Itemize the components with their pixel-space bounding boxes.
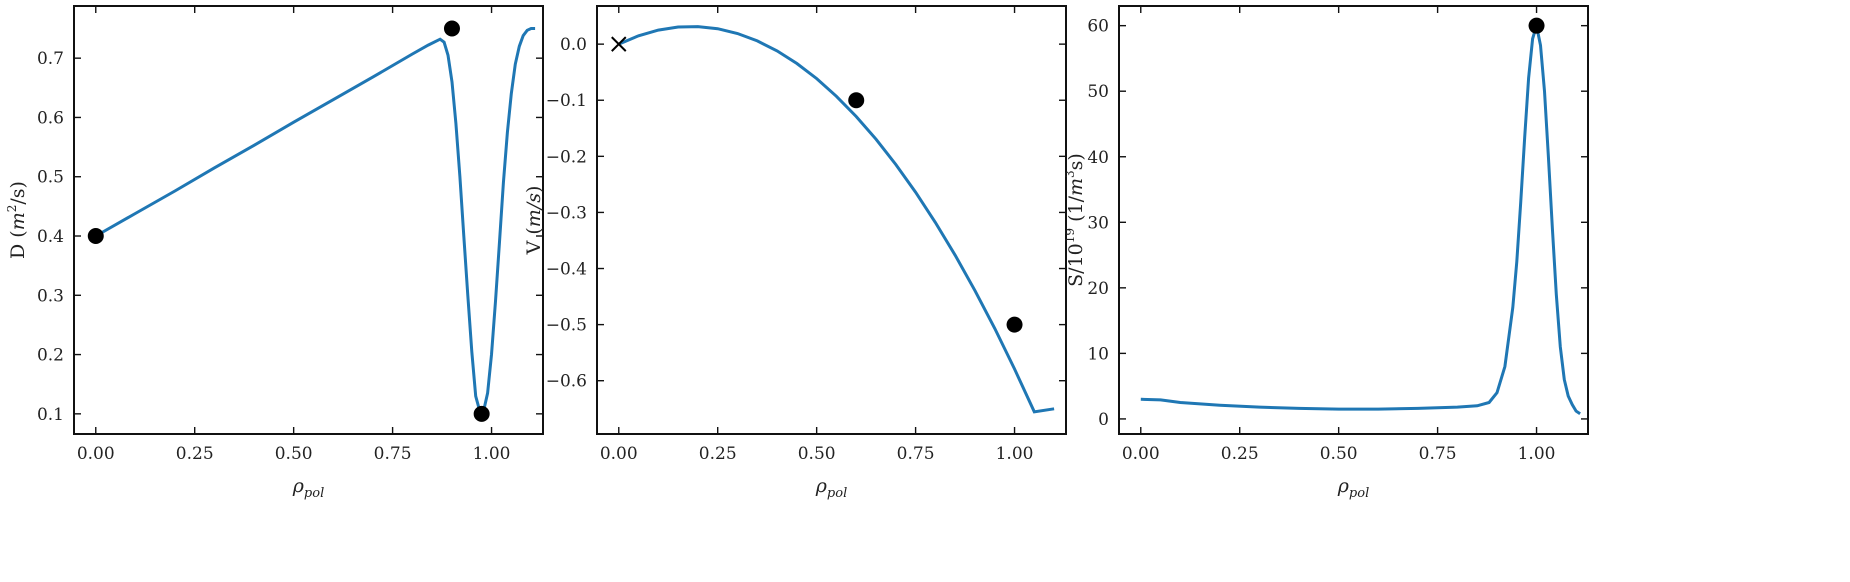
y-axis-label-part: ) [523, 186, 545, 193]
y-axis-label-part: s) [1065, 153, 1087, 170]
y-tick-label: 30 [1087, 213, 1109, 233]
y-axis-label-part: 3 [1063, 170, 1077, 178]
x-tick-label: 0.75 [897, 444, 935, 464]
x-tick-label: 0.00 [1122, 444, 1160, 464]
y-axis-label-part: (1/ [1065, 195, 1087, 228]
y-tick-label: 10 [1087, 344, 1109, 364]
x-tick-label: 0.75 [374, 444, 412, 464]
y-axis-label-part: m/s [523, 193, 545, 227]
x-axis-label-main: ρ [1337, 475, 1350, 497]
data-point-marker [1006, 316, 1023, 333]
y-axis-label-part: m [1065, 178, 1087, 196]
x-axis-label: ρpol [292, 475, 324, 501]
y-axis-label-part: S/10 [1065, 243, 1087, 287]
y-tick-label: −0.4 [546, 260, 587, 280]
series-line-1 [618, 25, 1055, 414]
y-axis-label: S/1019 (1/m3s) [1063, 153, 1087, 287]
x-axis-label-main: ρ [292, 475, 305, 497]
x-axis-label-subscript: pol [1349, 486, 1369, 501]
y-axis-label-part: 19 [1063, 228, 1077, 243]
y-axis-label: D (m2/s) [5, 181, 29, 259]
plot-frame [596, 5, 1067, 435]
y-tick-label: 0.5 [37, 168, 64, 188]
y-axis-label-part: D ( [7, 230, 29, 259]
x-tick-label: 0.00 [77, 444, 115, 464]
y-tick-label: −0.2 [546, 147, 587, 167]
x-tick-label: 0.50 [1320, 444, 1358, 464]
y-tick-label: 40 [1087, 148, 1109, 168]
y-axis-label-part: /s) [7, 181, 29, 205]
y-tick-label: −0.6 [546, 372, 587, 392]
data-point-marker [87, 228, 104, 245]
chart-panel-1: 0.00 0.25 0.50 0.75 1.00 0.1 0.2 0.3 0.4 0.5 0.6 0.… [5, 5, 544, 501]
x-tick-label: 0.50 [275, 444, 313, 464]
cross-marker [611, 36, 627, 52]
data-point-marker [848, 92, 865, 109]
y-tick-label: 0 [1098, 410, 1109, 430]
data-point-marker [1528, 17, 1545, 34]
y-tick-label: 0.4 [37, 227, 64, 247]
x-tick-label: 1.00 [996, 444, 1034, 464]
y-tick-label: 0.6 [37, 108, 64, 128]
y-tick-label: 0.2 [37, 346, 64, 366]
y-tick-label: 20 [1087, 279, 1109, 299]
y-axis-label-part: 2 [5, 205, 19, 213]
x-tick-label: 1.00 [473, 444, 511, 464]
series-line-1 [1140, 25, 1581, 415]
data-point-marker [443, 20, 460, 37]
y-tick-label: 60 [1087, 17, 1109, 37]
x-tick-label: 0.50 [798, 444, 836, 464]
y-axis-label-part: V ( [523, 227, 545, 255]
x-tick-label: 0.25 [1221, 444, 1259, 464]
x-axis-label-subscript: pol [304, 486, 324, 501]
y-axis-label: V (m/s) [523, 186, 545, 256]
y-tick-label: 0.7 [37, 49, 64, 69]
x-axis-label-main: ρ [815, 475, 828, 497]
y-axis-label-part: m [7, 212, 29, 230]
y-tick-label: 0.3 [37, 286, 64, 306]
plot-frame [1118, 5, 1589, 435]
plot-frame [73, 5, 544, 435]
x-tick-label: 0.25 [176, 444, 214, 464]
y-tick-label: 50 [1087, 82, 1109, 102]
series-line-1 [95, 27, 536, 417]
cross-marker-stroke [611, 36, 627, 52]
y-tick-label: −0.1 [546, 91, 587, 111]
y-tick-label: −0.3 [546, 203, 587, 223]
y-tick-label: 0.1 [37, 405, 64, 425]
y-tick-label: −0.5 [546, 316, 587, 336]
x-tick-label: 0.75 [1419, 444, 1457, 464]
x-tick-label: 1.00 [1518, 444, 1556, 464]
chart-panel-2: 0.00 0.25 0.50 0.75 1.00 0.0 −0.1 −0.2 −0.3 −0.4 −… [523, 5, 1067, 501]
x-axis-label: ρpol [1337, 475, 1369, 501]
x-tick-label: 0.00 [600, 444, 638, 464]
data-point-marker [473, 405, 490, 422]
chart-panel-3: 0.00 0.25 0.50 0.75 1.00 0 10 20 30 40 50 60 ρpol S/1… [1063, 5, 1589, 501]
x-axis-label-subscript: pol [827, 486, 847, 501]
y-tick-label: 0.0 [560, 35, 587, 55]
x-tick-label: 0.25 [699, 444, 737, 464]
x-axis-label: ρpol [815, 475, 847, 501]
